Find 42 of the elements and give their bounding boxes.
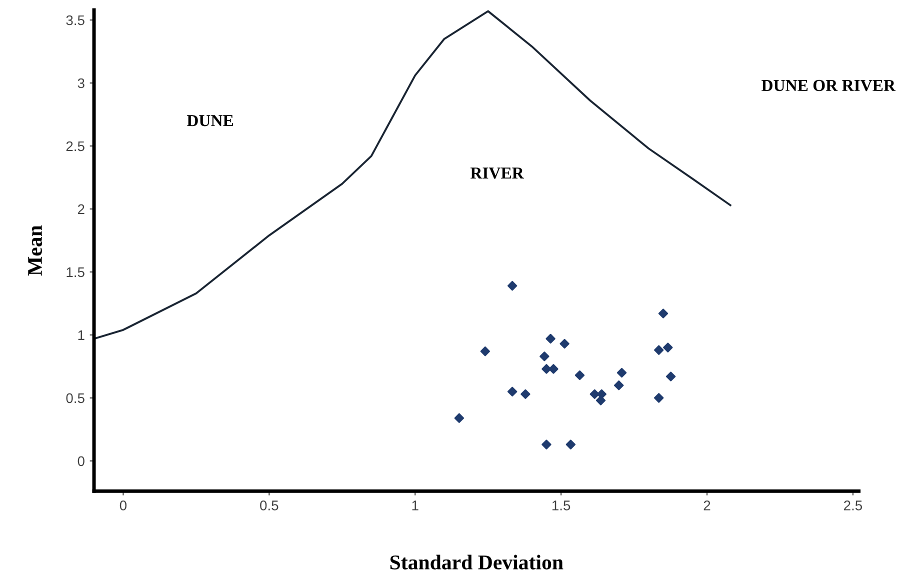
point xyxy=(658,308,668,318)
y-tick-label: 2 xyxy=(78,204,84,214)
point xyxy=(574,370,585,380)
y-tick-label: 3 xyxy=(78,78,84,88)
point xyxy=(480,346,490,356)
point xyxy=(654,393,664,403)
annotation: DUNE OR RIVER xyxy=(762,80,896,92)
y-tick-label: 0 xyxy=(78,456,84,466)
x-tick-label: 2 xyxy=(704,500,710,510)
point xyxy=(560,338,570,349)
line-series xyxy=(94,10,732,340)
y-tick-label: 1 xyxy=(78,330,84,340)
point xyxy=(654,345,664,355)
point xyxy=(596,396,606,406)
x-tick-label: 1.5 xyxy=(552,500,570,510)
y-tick-label: 1.5 xyxy=(66,267,84,278)
x-axis-title: Standard Deviation xyxy=(390,554,564,570)
y-axis-title: Mean xyxy=(28,225,42,276)
point xyxy=(520,389,530,400)
y-tick-label: 2.5 xyxy=(66,141,84,152)
annotation: DUNE xyxy=(186,115,234,126)
x-tick-label: 0 xyxy=(120,500,127,510)
point xyxy=(566,440,576,450)
point xyxy=(454,413,464,423)
x-tick-label: 1 xyxy=(412,500,418,510)
point xyxy=(542,440,552,450)
point xyxy=(663,342,673,352)
y-tick-label: 0.5 xyxy=(66,393,84,404)
y-tick-label: 3.5 xyxy=(66,15,84,26)
point xyxy=(666,372,676,382)
x-tick-label: 0.5 xyxy=(260,500,278,510)
point xyxy=(616,368,627,378)
point xyxy=(542,364,552,374)
annotation: RIVER xyxy=(470,168,524,179)
point xyxy=(614,380,624,390)
point xyxy=(507,386,518,396)
point xyxy=(507,280,518,291)
x-tick-label: 2.5 xyxy=(844,500,862,510)
point xyxy=(540,351,550,362)
point xyxy=(548,364,558,374)
point xyxy=(590,389,600,400)
point xyxy=(546,334,556,344)
